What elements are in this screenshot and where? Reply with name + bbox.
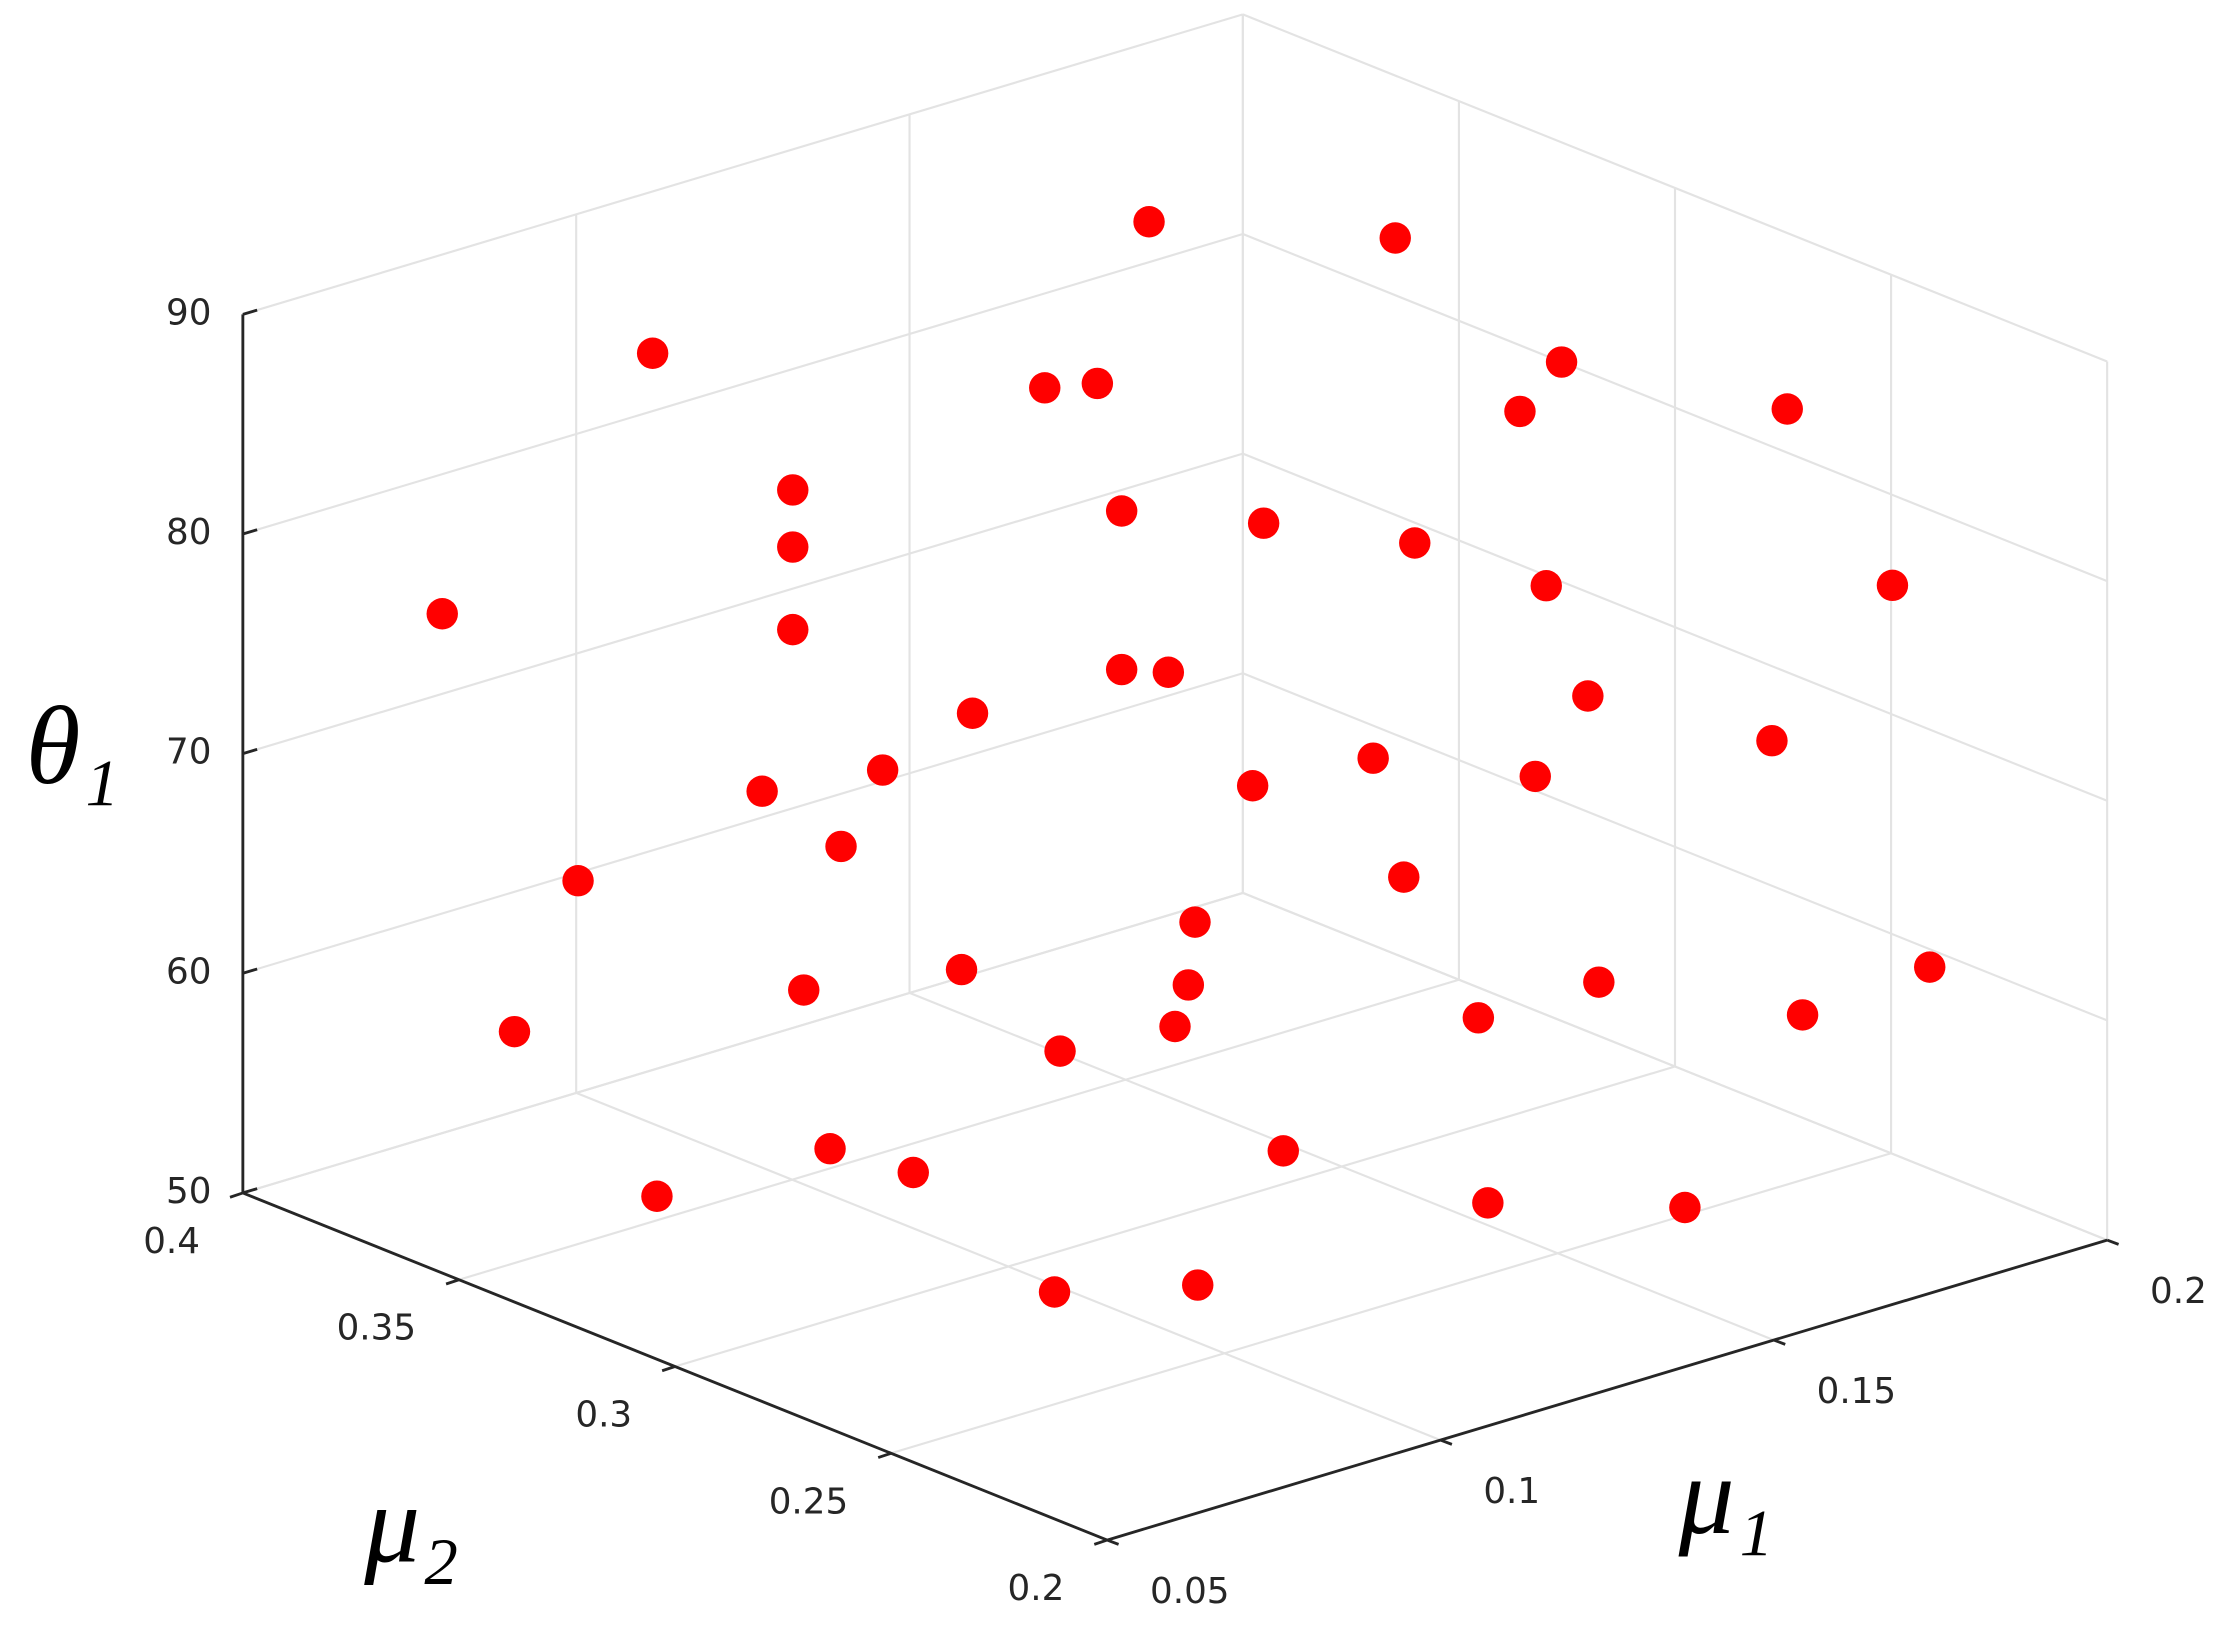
x-tick [1439,1438,1453,1446]
point [1572,680,1604,712]
y-tick-label: 0.2 [1008,1568,1065,1609]
x-tick [1106,1538,1120,1546]
point [777,613,809,646]
z-tick-label: 80 [166,512,211,553]
x-tick-label: 0.05 [1150,1571,1230,1612]
z-tick [242,528,258,536]
point [1179,906,1211,938]
z-tick-label: 50 [166,1171,211,1212]
point [1172,969,1205,1001]
grid-line [1242,13,2108,363]
point [1044,1035,1076,1067]
point [777,531,809,563]
point [1081,367,1114,400]
grid-line [242,13,1244,316]
x-tick [1773,1338,1786,1346]
y-tick [1093,1538,1108,1546]
grid-line [1242,672,2108,1022]
point [814,1133,846,1165]
x-axis-line [1106,1238,2108,1542]
grid-line [242,232,1244,536]
grid-line [242,672,1244,975]
point [1379,222,1411,254]
point [1105,495,1138,527]
grid-line [1242,452,2108,802]
point [426,598,458,630]
z-axis-label: θ₁ [26,685,119,808]
point [1756,724,1788,757]
point [562,865,594,897]
z-tick [242,308,258,316]
x-tick-label: 0.2 [2150,1271,2207,1312]
point [788,974,820,1006]
y-tick-label: 0.35 [337,1308,417,1349]
point [1876,569,1909,602]
y-tick [229,1191,244,1199]
y-tick [661,1365,676,1373]
point [1029,372,1061,404]
point [956,697,989,729]
point [1786,999,1819,1031]
point [1914,951,1946,983]
grid [241,13,2109,1542]
point [1236,770,1269,802]
x-axis-label: μ₁ [1678,1435,1774,1558]
point [1583,966,1615,998]
point [1159,1010,1191,1043]
grid-line [1242,891,2108,1242]
point [777,474,809,506]
x-tick [2106,1238,2120,1246]
grid-line [1242,233,2108,583]
point [1399,527,1431,559]
point [1771,393,1803,425]
y-tick-label: 0.3 [575,1395,632,1436]
point [1530,569,1562,602]
z-tick [242,1187,258,1195]
x-tick-label: 0.1 [1483,1471,1540,1512]
point [641,1180,673,1212]
point [1105,653,1138,686]
point [1038,1276,1071,1308]
z-tick-label: 90 [166,292,211,333]
y-tick-label: 0.25 [769,1481,849,1522]
point [1267,1135,1299,1167]
z-tick-label: 60 [166,951,211,992]
grid-line [458,978,1460,1281]
grid-line [242,891,1244,1194]
point [1182,1269,1214,1301]
point [825,830,857,863]
point [498,1015,531,1048]
grid-line [674,1065,1676,1368]
point [1357,742,1389,774]
point [746,775,778,807]
point [897,1156,929,1189]
x-tick-label: 0.15 [1817,1371,1897,1412]
points [426,206,1946,1308]
grid-line [890,1152,1892,1455]
point [1388,861,1420,893]
point [1472,1187,1504,1219]
point [1504,395,1536,428]
grid-line [242,452,1244,755]
point [1519,760,1551,793]
z-tick-label: 70 [166,732,211,773]
point [1247,507,1280,539]
point [866,754,899,786]
point [1462,1002,1495,1034]
y-axis-label: μ₂ [363,1463,459,1586]
point [1669,1191,1701,1224]
z-tick [242,747,258,756]
axes: 0.05 0.1 0.15 0.2 0.2 0.25 0.3 0.35 0.4 50 60 70 80 9… [143,292,2207,1612]
point [1545,346,1578,378]
y-tick-label: 0.4 [143,1221,200,1262]
y-tick [445,1278,460,1286]
y-tick [877,1451,892,1459]
point [1133,206,1165,238]
point [1152,656,1185,688]
point [636,337,669,369]
z-tick [242,967,258,975]
point [945,953,978,986]
